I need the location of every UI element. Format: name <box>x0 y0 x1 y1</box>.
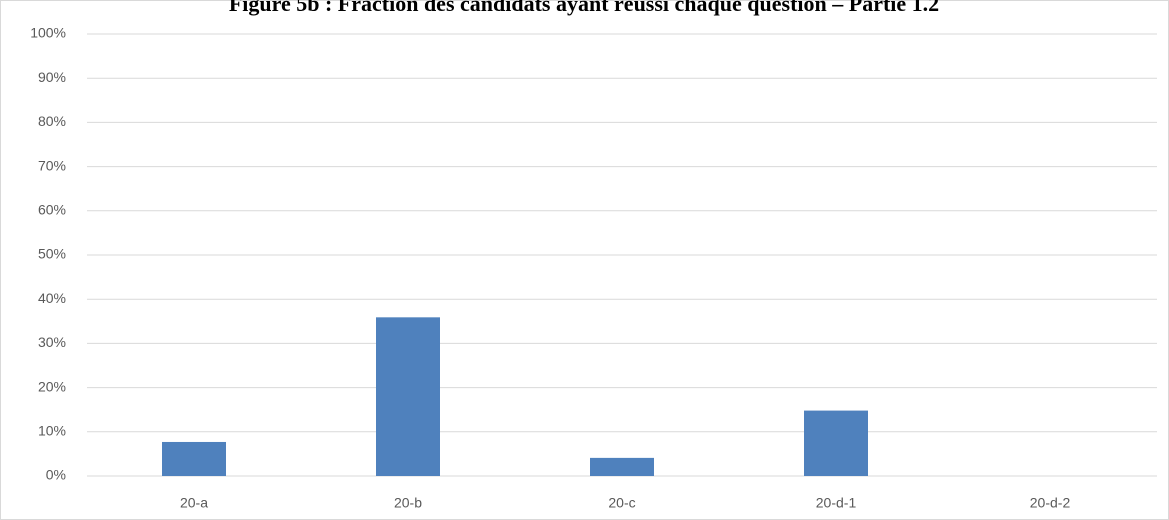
y-tick-label: 0% <box>46 467 66 483</box>
x-tick-label: 20-b <box>394 495 422 511</box>
y-tick-label: 70% <box>38 157 66 173</box>
chart-title: Figure 5b : Fraction des candidats ayant… <box>229 0 939 16</box>
y-tick-label: 30% <box>38 334 66 350</box>
y-tick-label: 90% <box>38 69 66 85</box>
x-tick-label: 20-d-1 <box>816 495 857 511</box>
y-tick-label: 50% <box>38 246 66 262</box>
bar <box>804 410 868 476</box>
y-tick-label: 40% <box>38 290 66 306</box>
x-tick-label: 20-c <box>608 495 635 511</box>
y-tick-label: 60% <box>38 202 66 218</box>
y-tick-label: 10% <box>38 423 66 439</box>
y-tick-label: 100% <box>30 25 66 41</box>
y-tick-label: 80% <box>38 113 66 129</box>
bar <box>376 317 440 476</box>
y-tick-label: 20% <box>38 378 66 394</box>
bar <box>590 457 654 476</box>
x-tick-label: 20-a <box>180 495 208 511</box>
bar <box>162 441 226 476</box>
x-tick-label: 20-d-2 <box>1030 495 1071 511</box>
